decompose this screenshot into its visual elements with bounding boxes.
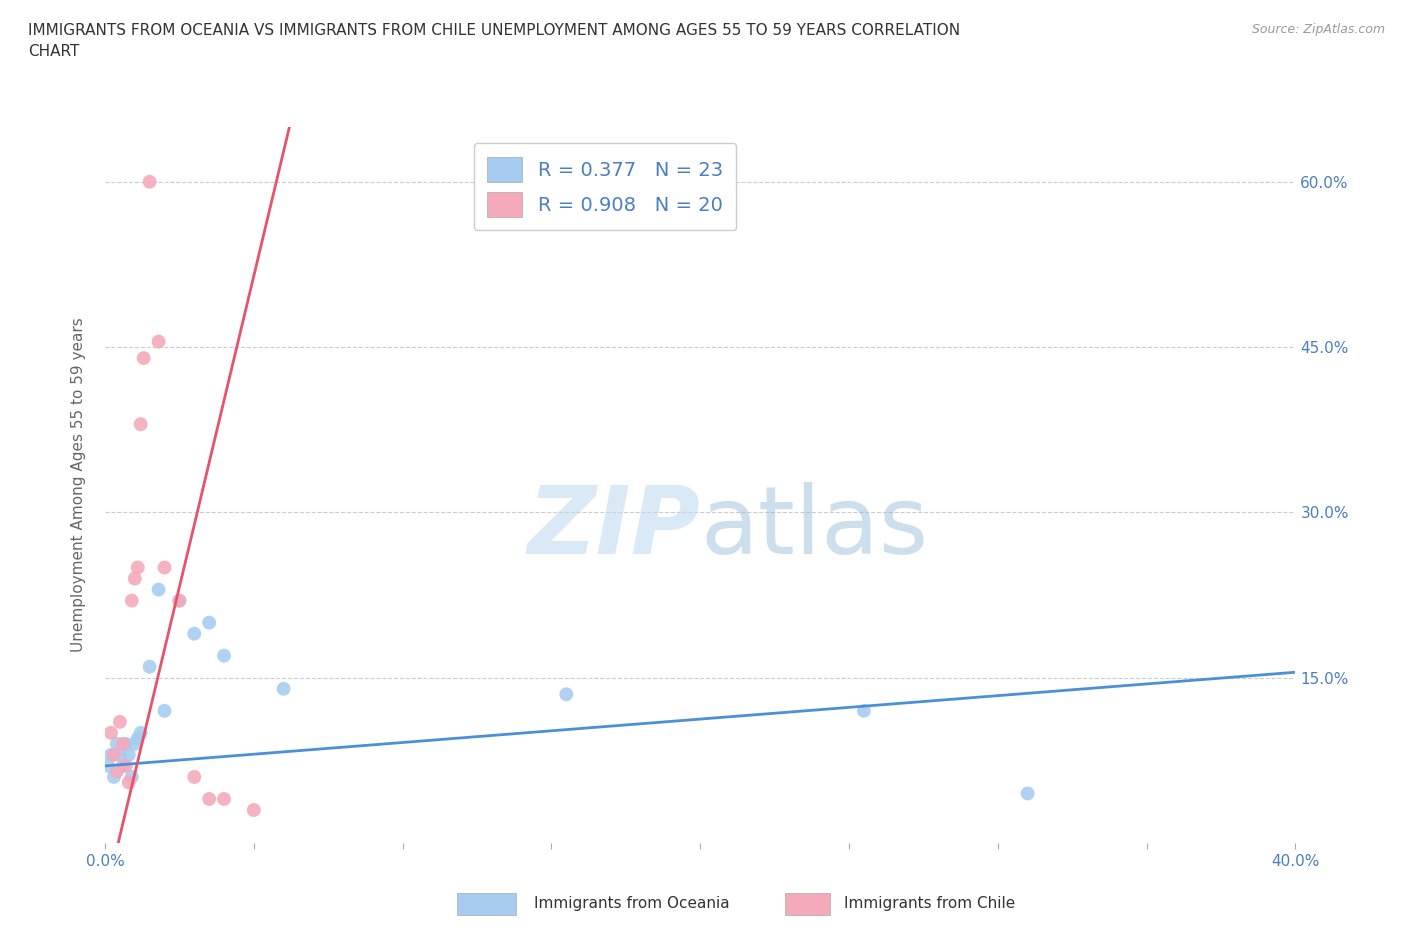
Point xyxy=(138,174,160,189)
Point xyxy=(111,737,134,751)
Text: atlas: atlas xyxy=(700,482,928,574)
Point xyxy=(132,351,155,365)
Point xyxy=(148,582,170,597)
Point xyxy=(100,748,122,763)
Point xyxy=(121,769,143,784)
Point xyxy=(273,682,295,697)
Text: Immigrants from Chile: Immigrants from Chile xyxy=(844,897,1015,911)
Point xyxy=(183,626,205,641)
Point xyxy=(100,725,122,740)
Point xyxy=(555,687,578,702)
Point xyxy=(105,737,128,751)
Point xyxy=(212,791,235,806)
Point xyxy=(153,703,176,718)
Legend: R = 0.377   N = 23, R = 0.908   N = 20: R = 0.377 N = 23, R = 0.908 N = 20 xyxy=(474,143,737,231)
Point xyxy=(129,417,152,432)
Point xyxy=(108,714,131,729)
Text: IMMIGRANTS FROM OCEANIA VS IMMIGRANTS FROM CHILE UNEMPLOYMENT AMONG AGES 55 TO 5: IMMIGRANTS FROM OCEANIA VS IMMIGRANTS FR… xyxy=(28,23,960,60)
Point xyxy=(111,759,134,774)
Point xyxy=(108,748,131,763)
Point xyxy=(118,748,141,763)
Point xyxy=(103,769,125,784)
Point xyxy=(118,775,141,790)
Point xyxy=(852,703,875,718)
Point xyxy=(198,615,221,630)
Point xyxy=(129,725,152,740)
Point xyxy=(169,593,191,608)
Point xyxy=(138,659,160,674)
Point xyxy=(121,593,143,608)
Point xyxy=(124,571,146,586)
Text: Immigrants from Oceania: Immigrants from Oceania xyxy=(534,897,730,911)
Point xyxy=(127,731,149,746)
Point xyxy=(114,737,136,751)
Point xyxy=(148,334,170,349)
Point xyxy=(105,764,128,779)
Point xyxy=(243,803,266,817)
Point xyxy=(153,560,176,575)
Point xyxy=(212,648,235,663)
Point xyxy=(103,748,125,763)
Point xyxy=(198,791,221,806)
Text: ZIP: ZIP xyxy=(527,482,700,574)
Text: Source: ZipAtlas.com: Source: ZipAtlas.com xyxy=(1251,23,1385,36)
Point xyxy=(1017,786,1039,801)
Point xyxy=(127,560,149,575)
Point xyxy=(97,759,120,774)
Point xyxy=(183,769,205,784)
Point xyxy=(124,737,146,751)
Point xyxy=(169,593,191,608)
Y-axis label: Unemployment Among Ages 55 to 59 years: Unemployment Among Ages 55 to 59 years xyxy=(72,317,86,652)
Point xyxy=(114,759,136,774)
